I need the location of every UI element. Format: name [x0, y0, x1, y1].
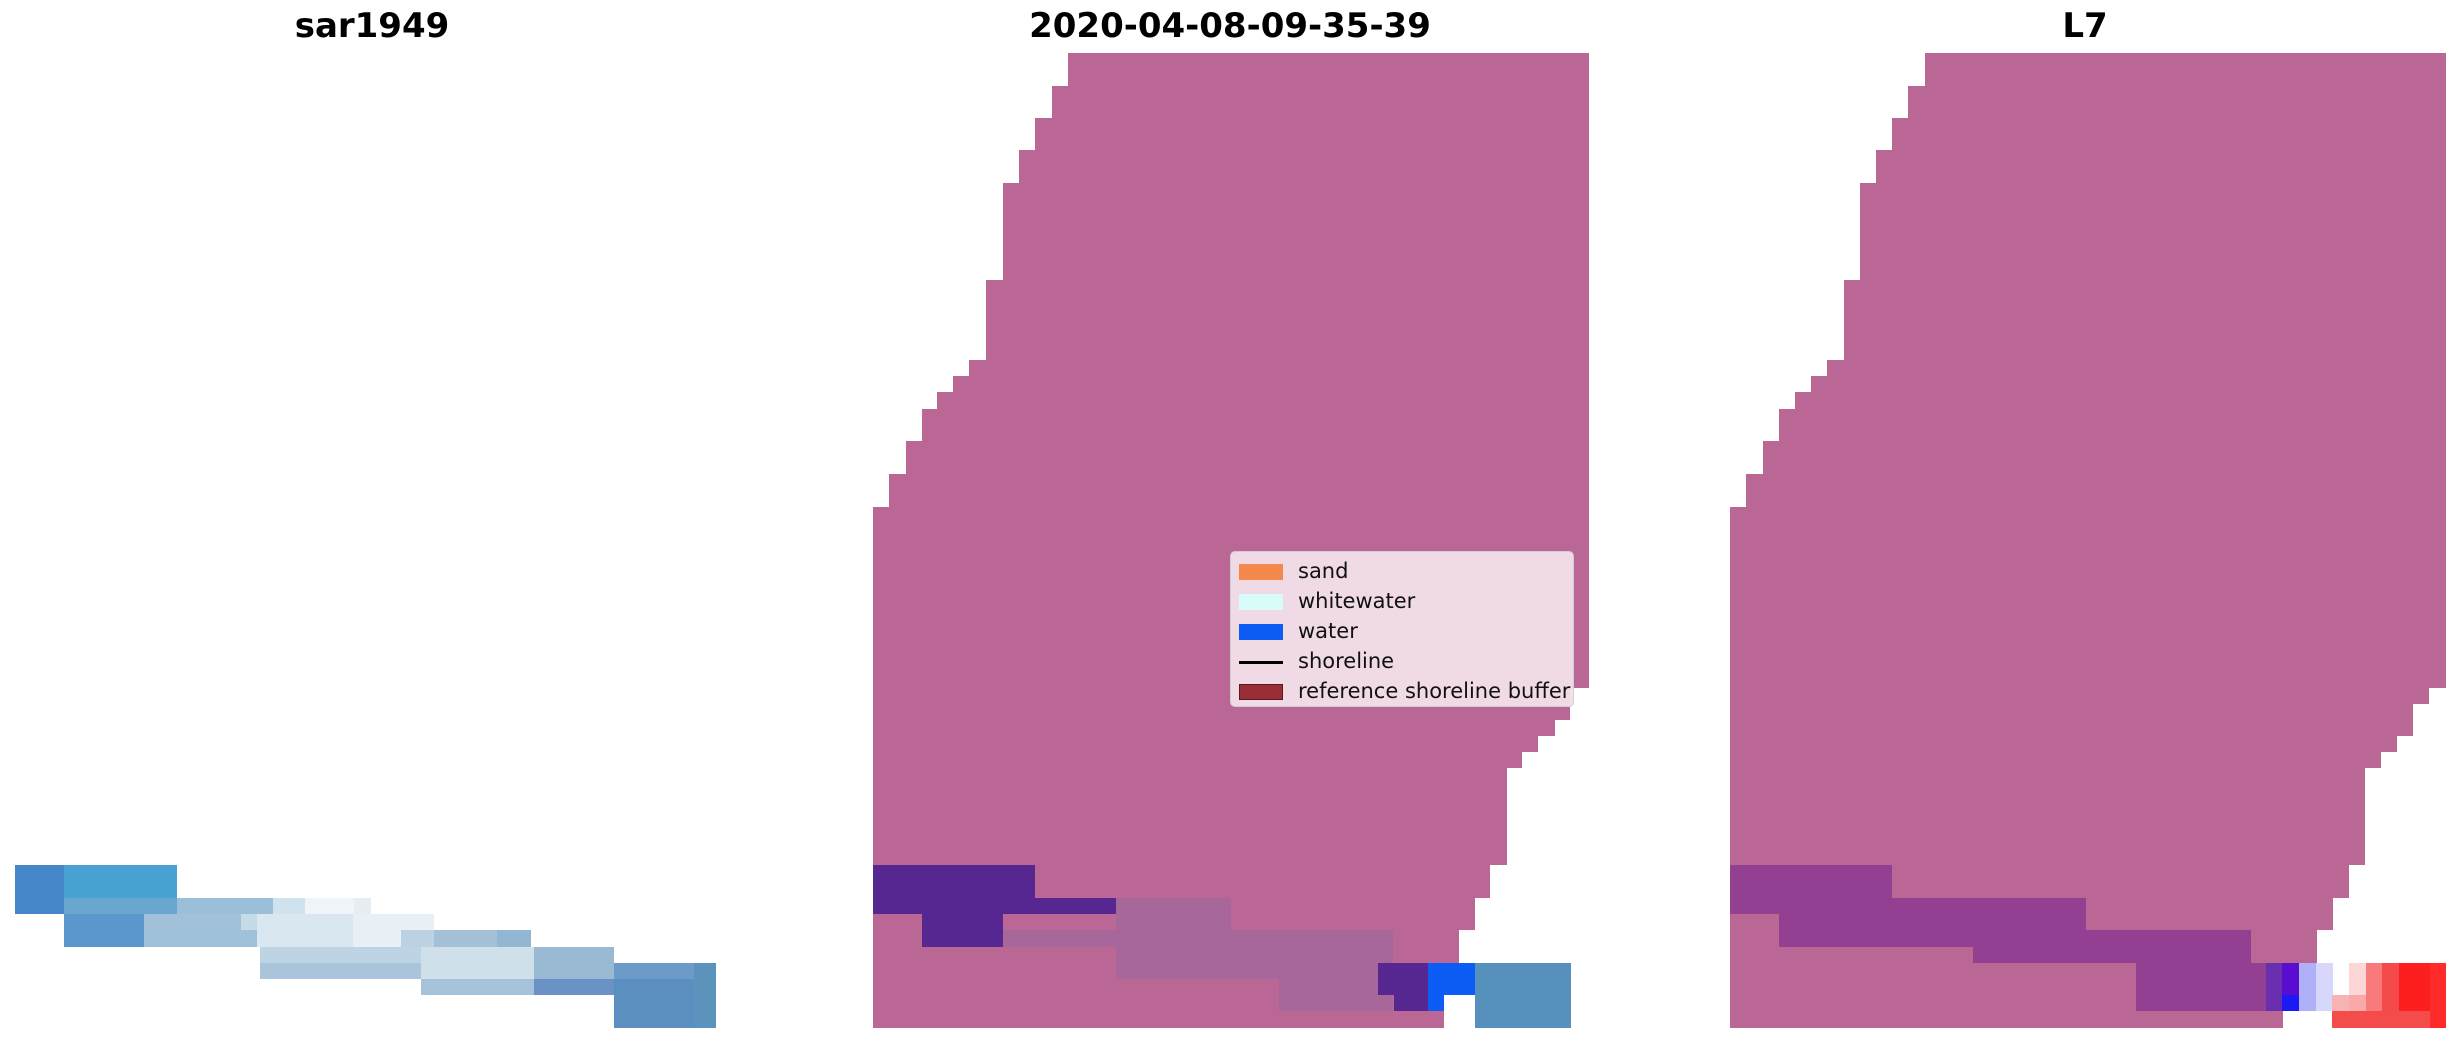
sar-pixel-block [401, 930, 434, 947]
sar-pixel-block [144, 914, 241, 930]
l7-image [1730, 53, 2446, 1028]
l7-pixel [2366, 963, 2382, 1011]
sar-pixel-block [421, 979, 534, 995]
sar-pixel-block [421, 947, 534, 979]
water-pixels [1428, 963, 1444, 1011]
sar-pixel-block [257, 914, 353, 947]
legend-item-sand: sand [1231, 557, 1573, 587]
l7-reference-buffer-region [1730, 53, 2446, 1028]
l7-pixel [2349, 995, 2366, 1011]
legend-swatch-whitewater [1239, 594, 1283, 610]
l7-pixel [2282, 963, 2299, 995]
l7-pixel [2299, 963, 2316, 1011]
l7-pixel [2316, 963, 2333, 1011]
sar-pixel-block [64, 898, 177, 914]
legend-label-reference-buffer: reference shoreline buffer [1298, 679, 1571, 703]
legend-label-shoreline: shoreline [1298, 649, 1395, 673]
sar-pixel-block [144, 930, 257, 947]
buffer-water-overlap [1035, 898, 1116, 914]
legend-swatch-water [1239, 624, 1283, 640]
sar-pixel-block [534, 979, 614, 995]
l7-pixel [2382, 963, 2399, 1011]
sar-pixel-block [614, 979, 694, 1028]
l7-water-overlap [1892, 898, 2086, 914]
legend-item-whitewater: whitewater [1231, 587, 1573, 617]
legend-label-water: water [1298, 619, 1358, 643]
l7-pixel [2333, 979, 2349, 995]
l7-pixel [2399, 963, 2430, 1011]
sar-pixel-block [273, 898, 305, 914]
sar-pixel-block [64, 914, 144, 947]
sar-pixel-block [260, 963, 421, 979]
reference-buffer-region [873, 53, 1589, 1028]
l7-water-overlap [2136, 963, 2266, 1011]
panel-title-sar: sar1949 [294, 6, 450, 46]
sar-image [15, 865, 716, 1028]
buffer-water-overlap [1394, 979, 1428, 1011]
l7-pixel [2332, 995, 2349, 1011]
panel-title-l7: L7 [2062, 6, 2108, 46]
sar-pixel-block [177, 898, 273, 914]
legend-label-whitewater: whitewater [1298, 589, 1416, 613]
sar-pixel-block [305, 898, 354, 914]
sar-pixel-block [354, 898, 371, 914]
legend-swatch-reference-buffer [1239, 684, 1283, 700]
sar-pixel-block [694, 963, 716, 1028]
buffer-whitewater-overlap [1279, 963, 1393, 1011]
legend: sand whitewater water shoreline referenc… [1230, 551, 1574, 707]
legend-line-shoreline [1239, 661, 1283, 664]
legend-item-shoreline: shoreline [1231, 647, 1573, 677]
buffer-whitewater-overlap [1003, 930, 1116, 947]
buffer-water-overlap [922, 914, 1003, 947]
sar-pixel-block [64, 865, 177, 898]
legend-label-sand: sand [1298, 559, 1349, 583]
l7-pixel [2430, 963, 2446, 1028]
legend-swatch-sand [1239, 564, 1283, 580]
water-pixels [1444, 963, 1476, 995]
buffer-water-overlap [873, 865, 1035, 914]
l7-pixel [2266, 963, 2282, 1011]
classified-image [873, 53, 1589, 1028]
l7-pixel [2282, 995, 2299, 1011]
l7-water-overlap [1973, 930, 2251, 963]
legend-item-water: water [1231, 617, 1573, 647]
legend-item-reference-buffer: reference shoreline buffer [1231, 677, 1573, 707]
l7-pixel [2349, 963, 2366, 995]
sar-pixel-block [497, 930, 531, 947]
rgb-water-pixels [1475, 963, 1571, 1028]
l7-water-overlap [1730, 865, 1892, 914]
l7-pixel [2332, 1011, 2430, 1028]
panel-title-date: 2020-04-08-09-35-39 [1029, 6, 1431, 46]
